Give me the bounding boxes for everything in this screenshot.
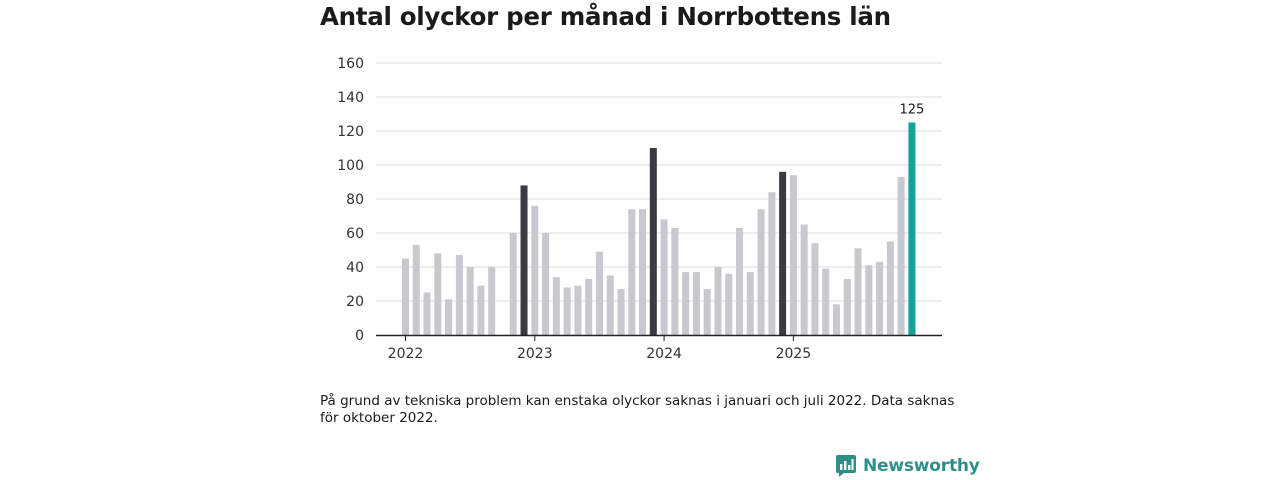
bar-2023-11 [639, 209, 647, 335]
latest-value-label: 125 [900, 103, 925, 118]
bar-2025-02 [800, 224, 808, 335]
bar-2022-03 [423, 292, 431, 335]
brand-name: Newsworthy [863, 456, 980, 476]
bar-2023-08 [606, 275, 614, 335]
bar-2022-06 [455, 255, 463, 335]
y-tick-label: 20 [346, 294, 364, 310]
bar-2022-01 [402, 258, 409, 335]
y-tick-label: 140 [337, 90, 364, 106]
bar-2022-02 [412, 244, 420, 335]
chart-title: Antal olyckor per månad i Norrbottens lä… [320, 2, 891, 31]
bar-2023-04 [563, 287, 571, 335]
x-tick-label: 2024 [646, 346, 682, 362]
y-tick-label: 120 [337, 124, 364, 140]
bar-2025-07 [854, 248, 862, 335]
bar-2023-10 [628, 209, 636, 335]
bar-2024-09 [746, 272, 754, 335]
y-tick-label: 60 [346, 226, 364, 242]
y-tick-label: 40 [346, 260, 364, 276]
bar-2022-12 [520, 185, 528, 335]
bar-2025-03 [811, 243, 819, 335]
x-tick-label: 2025 [776, 346, 812, 362]
bar-2022-04 [434, 253, 442, 335]
bar-2025-04 [822, 268, 830, 335]
bar-2023-12 [649, 148, 657, 335]
x-tick-label: 2022 [388, 346, 424, 362]
bar-2024-10 [757, 209, 765, 335]
bar-2022-09 [488, 267, 496, 335]
x-tick-label: 2023 [517, 346, 553, 362]
bar-2025-11 [897, 176, 905, 335]
bar-2024-12 [779, 171, 787, 335]
bar-chart: 0 20 40 60 80 100 120 140 160 2022 2023 2024 2025 1… [337, 56, 942, 362]
bar-2024-06 [714, 267, 722, 335]
data-labels: 125 [900, 103, 925, 118]
bar-2025-09 [876, 261, 884, 335]
bar-2022-11 [509, 233, 517, 335]
bar-2025-05 [833, 304, 840, 335]
bars [402, 122, 916, 335]
bar-2025-06 [843, 278, 851, 335]
newsworthy-logo-icon [836, 455, 856, 477]
bar-2023-02 [542, 233, 550, 335]
bar-2022-05 [445, 299, 453, 335]
y-tick-label: 100 [337, 158, 364, 174]
bar-2025-10 [886, 241, 894, 335]
bar-2022-07 [466, 267, 474, 335]
y-tick-label: 160 [337, 56, 364, 72]
bar-2023-03 [552, 277, 560, 335]
bar-2023-07 [595, 251, 603, 335]
brand-logo[interactable]: Newsworthy [836, 455, 980, 477]
bar-2024-07 [725, 273, 733, 335]
y-axis-ticks: 0 20 40 60 80 100 120 140 160 [337, 56, 364, 344]
bar-2024-05 [703, 289, 711, 335]
bar-2023-05 [574, 285, 582, 335]
bar-2024-03 [682, 272, 690, 335]
y-tick-label: 80 [346, 192, 364, 208]
bar-2023-06 [585, 278, 593, 335]
bar-2024-02 [671, 227, 679, 335]
bar-2025-08 [865, 265, 873, 335]
bar-2024-11 [768, 192, 776, 335]
bar-2024-08 [736, 227, 744, 335]
bar-2023-01 [531, 205, 539, 335]
footnote: På grund av tekniska problem kan enstaka… [320, 393, 955, 426]
x-axis-ticks: 2022 2023 2024 2025 [388, 335, 812, 362]
bar-2022-08 [477, 285, 485, 335]
bar-2025-12 [908, 122, 916, 335]
bar-2024-01 [660, 219, 668, 335]
bar-2024-04 [692, 272, 700, 335]
bar-2025-01 [789, 175, 797, 335]
bar-2023-09 [617, 289, 625, 335]
y-tick-label: 0 [355, 328, 364, 344]
